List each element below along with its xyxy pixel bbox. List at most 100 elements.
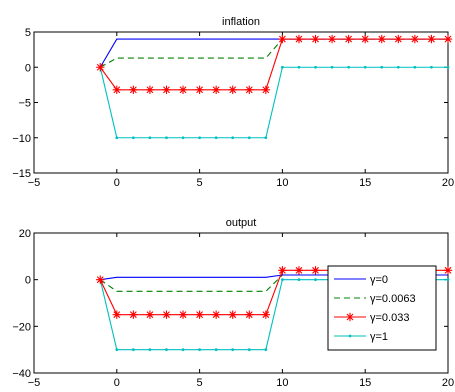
subplot-1-series-4-point	[131, 136, 135, 140]
subplot-2-series-4-point	[115, 348, 119, 352]
subplot-1-series-4-point	[165, 136, 168, 140]
subplot-2-series-4-point	[165, 348, 168, 352]
subplot-1-ytick-label: 0	[25, 62, 31, 74]
subplot-1-series-4-point	[413, 65, 417, 69]
subplot-1-series-line-4	[99, 66, 448, 139]
subplot-1-series-3-point	[294, 34, 304, 44]
subplot-1-series-4-point	[330, 65, 334, 69]
subplot-1-series-line-3	[99, 38, 448, 91]
subplot-2-series-4-point	[281, 278, 284, 282]
subplot-1-xtick-label: 10	[276, 177, 288, 189]
subplot-1-series-4-point	[396, 65, 400, 69]
subplot-1-series-3-point	[344, 34, 353, 44]
subplot-1-series-3-point	[178, 85, 188, 95]
subplot-2-series-4-point	[247, 348, 251, 352]
subplot-1-series-4-point	[380, 65, 384, 69]
subplot-2-series-3-point	[245, 310, 254, 319]
subplot-2-xtick-label: 0	[114, 377, 120, 389]
subplot-1-series-3-point	[112, 85, 121, 95]
subplot-2-xtick-label: 20	[442, 377, 454, 389]
subplot-1-series-4-point	[446, 65, 450, 69]
subplot-2: output −5 0 5 10 15 20 −40 −20 0 20 γ=0 γ=0.0063 γ=0.…	[12, 217, 454, 389]
subplot-1-series-4-point	[430, 65, 433, 69]
subplot-1-series-3-point	[228, 85, 237, 95]
subplot-1-series-3-point	[245, 85, 254, 95]
subplot-2-series-3-point	[162, 310, 171, 319]
subplot-2-title: output	[226, 217, 257, 229]
subplot-1-xtick-label: 0	[114, 177, 120, 189]
subplot-1-series-4-point	[115, 136, 119, 140]
subplot-2-ytick-label: −40	[12, 368, 31, 380]
subplot-2-series-3-point	[294, 266, 304, 275]
subplot-1: inflation −5 0 5 10 15 20 −15 −10 −5 0 5	[12, 16, 454, 189]
subplot-1-xtick-label: 5	[197, 177, 203, 189]
subplot-1-series-3-point	[394, 34, 403, 44]
subplot-2-series-4-point	[314, 278, 317, 282]
subplot-2-ytick-label: 0	[25, 275, 31, 287]
subplot-2-xtick-label: 10	[276, 377, 288, 389]
subplot-1-series-3-point	[261, 85, 271, 95]
subplot-2-series-4-point	[231, 348, 235, 352]
subplot-2-series-3-point	[278, 266, 287, 275]
subplot-1-series-3-point	[162, 85, 171, 95]
subplot-2-ytick-label: −20	[12, 321, 31, 333]
subplot-1-series-3-point	[195, 85, 204, 95]
subplot-1-title: inflation	[222, 16, 260, 28]
subplot-2-series-4-point	[446, 278, 450, 282]
subplot-1-series-3-point	[361, 34, 370, 44]
subplot-2-series-3-point	[261, 310, 271, 319]
subplot-1-series-3-point	[443, 34, 453, 44]
subplot-2-xtick-label: −5	[28, 377, 41, 389]
subplot-2-series-3-point	[112, 310, 121, 319]
subplot-2-ytick-label: 20	[19, 228, 31, 240]
subplot-2-series-4-point	[148, 348, 152, 352]
legend-label-2: γ=0.0063	[370, 293, 416, 305]
subplot-1-series-4-point	[181, 136, 185, 140]
subplot-2-series-3-point	[311, 266, 320, 275]
subplot-2-series-3-point	[145, 310, 155, 319]
subplot-1-ytick-label: −10	[12, 133, 31, 145]
subplot-1-ytick-label: −15	[12, 168, 31, 180]
subplot-1-series-4-point	[363, 65, 367, 69]
subplot-1-xtick-label: 20	[442, 177, 454, 189]
subplot-1-xtick-label: 15	[359, 177, 371, 189]
subplot-1-series-3-point	[96, 63, 105, 72]
subplot-1-series-4-point	[247, 136, 251, 140]
subplot-2-axes-frame	[33, 232, 449, 374]
subplot-1-series-3-point	[427, 34, 436, 44]
legend-marker-4	[348, 334, 352, 338]
subplot-2-series-4-point	[297, 278, 301, 282]
legend-label-3: γ=0.033	[370, 312, 409, 324]
subplot-2-series-3-point	[96, 275, 105, 284]
subplot-1-series-3-point	[129, 85, 138, 95]
subplot-2-series-3-point	[211, 310, 221, 319]
subplot-2-series-4-point	[198, 348, 202, 352]
subplot-2-series-3-point	[195, 310, 204, 319]
subplot-1-ytick-label: 5	[25, 27, 31, 39]
subplot-1-series-3-point	[145, 85, 155, 95]
subplot-1-series-3-point	[377, 34, 386, 44]
subplot-2-legend: γ=0 γ=0.0063 γ=0.033 γ=1	[327, 265, 437, 351]
subplot-2-xtick-label: 5	[197, 377, 203, 389]
subplot-1-series-4-point	[214, 136, 218, 140]
subplot-1-axes-frame	[33, 31, 449, 174]
subplot-2-series-4-point	[131, 348, 135, 352]
subplot-1-series-4-point	[314, 65, 317, 69]
subplot-1-xtick-label: −5	[28, 177, 41, 189]
subplot-1-series-4-point	[198, 136, 202, 140]
subplot-1-series-4-point	[281, 65, 284, 69]
subplot-1-series-3-point	[410, 34, 420, 44]
subplot-2-series-3-point	[228, 310, 237, 319]
subplot-2-xtick-label: 15	[359, 377, 371, 389]
subplot-1-series-3-point	[311, 34, 320, 44]
subplot-1-series-4-point	[297, 65, 301, 69]
subplot-2-series-3-point	[178, 310, 188, 319]
subplot-1-series-3-point	[327, 34, 337, 44]
subplot-1-series-4-point	[347, 65, 351, 69]
subplot-1-series-3-point	[278, 34, 287, 44]
subplot-1-series-4-point	[231, 136, 235, 140]
subplot-1-series-3-point	[211, 85, 221, 95]
legend-label-1: γ=0	[370, 274, 388, 286]
subplot-2-series-3-point	[443, 266, 453, 275]
